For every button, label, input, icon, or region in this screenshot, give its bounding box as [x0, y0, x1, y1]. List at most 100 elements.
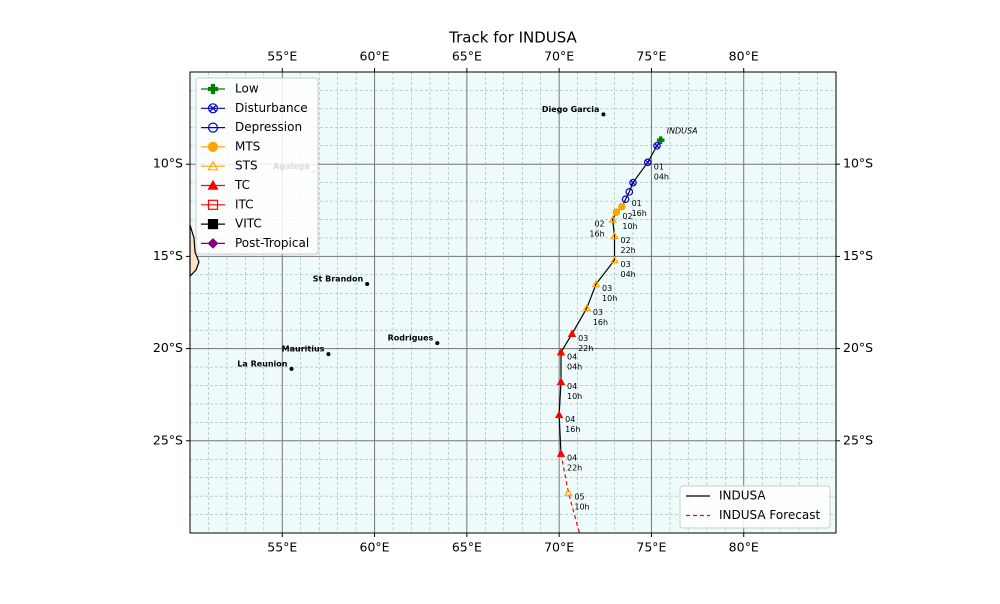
- time-label: 03 04h: [621, 260, 636, 279]
- track-point: [612, 208, 621, 216]
- place-label: Diego Garcia: [542, 105, 600, 114]
- y-tick-label: 15°S: [843, 248, 873, 263]
- time-hour: 04h: [567, 362, 582, 371]
- place-dot: [601, 112, 606, 117]
- time-label: 02 22h: [621, 236, 636, 255]
- legend-marker: [207, 122, 219, 133]
- y-tick-label: 25°S: [153, 432, 183, 447]
- time-day: 01: [654, 162, 664, 171]
- time-hour: 22h: [567, 463, 582, 472]
- map-frame: [189, 71, 837, 534]
- legend-label: VITC: [235, 217, 262, 231]
- time-hour: 16h: [593, 318, 608, 327]
- time-hour: 10h: [622, 222, 637, 231]
- track-point: [625, 188, 634, 196]
- legend-marker: [207, 83, 219, 95]
- time-day: 04: [567, 381, 577, 390]
- place-label: La Reunion: [237, 359, 287, 368]
- time-day: 01: [632, 199, 642, 208]
- category-legend: Low Disturbance Depression MTS STS TC ITC VITC P…: [195, 77, 319, 255]
- time-label: 03 22h: [578, 333, 593, 352]
- line-legend: INDUSA INDUSA Forecast: [679, 485, 831, 529]
- legend-label: ITC: [235, 197, 254, 211]
- time-hour: 10h: [567, 391, 582, 400]
- track-point: [554, 410, 564, 419]
- track-point: [653, 142, 661, 150]
- legend-marker: [207, 199, 219, 210]
- x-tick-label: 75°E: [636, 540, 666, 555]
- x-tick-label: 75°E: [636, 49, 666, 64]
- y-tick-label: 10°S: [153, 156, 183, 171]
- time-hour: 22h: [578, 343, 593, 352]
- time-day: 04: [565, 414, 575, 423]
- time-hour: 22h: [621, 246, 636, 255]
- legend-label: MTS: [235, 139, 260, 153]
- x-tick-label: 65°E: [452, 540, 482, 555]
- time-label: 02 16h: [589, 219, 604, 238]
- place-dot: [326, 352, 331, 357]
- track-point: [610, 255, 619, 264]
- time-label: 02 10h: [622, 212, 637, 231]
- track-point: [608, 215, 617, 223]
- track-point: [556, 347, 566, 356]
- time-day: 03: [578, 333, 588, 342]
- place-label: Mauritius: [282, 345, 325, 354]
- legend-box: [679, 485, 831, 529]
- time-day: 02: [594, 219, 604, 228]
- time-hour: 10h: [602, 294, 617, 303]
- legend-marker: [207, 238, 219, 249]
- time-day: 04: [567, 453, 577, 462]
- map-title: Track for INDUSA: [448, 29, 577, 47]
- y-tick-label: 10°S: [843, 156, 873, 171]
- legend-label: Post-Tropical: [235, 236, 309, 250]
- time-hour: 04h: [621, 270, 636, 279]
- track-point: [567, 329, 577, 338]
- y-tick-label: 15°S: [153, 248, 183, 263]
- x-tick-label: 55°E: [267, 540, 297, 555]
- x-tick-label: 70°E: [544, 49, 574, 64]
- x-tick-label: 80°E: [729, 540, 759, 555]
- forecast-point: [564, 487, 573, 496]
- x-tick-label: 70°E: [544, 540, 574, 555]
- time-day: 03: [602, 284, 612, 293]
- time-hour: 16h: [632, 209, 647, 218]
- time-label: 03 16h: [593, 308, 608, 327]
- time-label: 04 22h: [567, 453, 582, 472]
- track-point: [591, 279, 601, 288]
- legend-label: Depression: [235, 120, 302, 134]
- storm-name: INDUSA: [667, 127, 698, 136]
- place-dot: [365, 282, 370, 287]
- track-point: [618, 202, 626, 211]
- track-point: [582, 303, 592, 312]
- time-hour: 10h: [574, 502, 589, 511]
- track-point: [643, 158, 652, 167]
- legend-marker: [207, 160, 219, 171]
- place-dot: [289, 366, 294, 371]
- time-day: 03: [621, 260, 631, 269]
- track-point: [556, 449, 566, 457]
- legend-label: Low: [235, 82, 259, 96]
- track-point: [610, 231, 619, 240]
- time-hour: 16h: [565, 424, 580, 433]
- time-day: 02: [622, 212, 632, 221]
- track-point: [629, 178, 637, 187]
- legend-label: TC: [234, 178, 250, 192]
- y-tick-label: 20°S: [153, 340, 183, 355]
- time-label: 05 10h: [574, 492, 589, 511]
- y-tick-label: 20°S: [843, 340, 873, 355]
- legend-label: STS: [235, 159, 258, 173]
- x-tick-label: 65°E: [452, 49, 482, 64]
- time-label: 01 04h: [654, 162, 669, 181]
- x-tick-label: 80°E: [729, 49, 759, 64]
- place-label: St Brandon: [313, 275, 364, 284]
- time-label: 03 10h: [602, 284, 617, 303]
- track-point: [621, 195, 630, 204]
- time-hour: 16h: [589, 229, 604, 238]
- legend-marker: [207, 103, 219, 114]
- track-point: [656, 136, 665, 145]
- time-hour: 04h: [654, 172, 669, 181]
- place-label: Rodrigues: [388, 334, 434, 343]
- place-dot: [435, 341, 440, 346]
- time-day: 05: [574, 492, 584, 501]
